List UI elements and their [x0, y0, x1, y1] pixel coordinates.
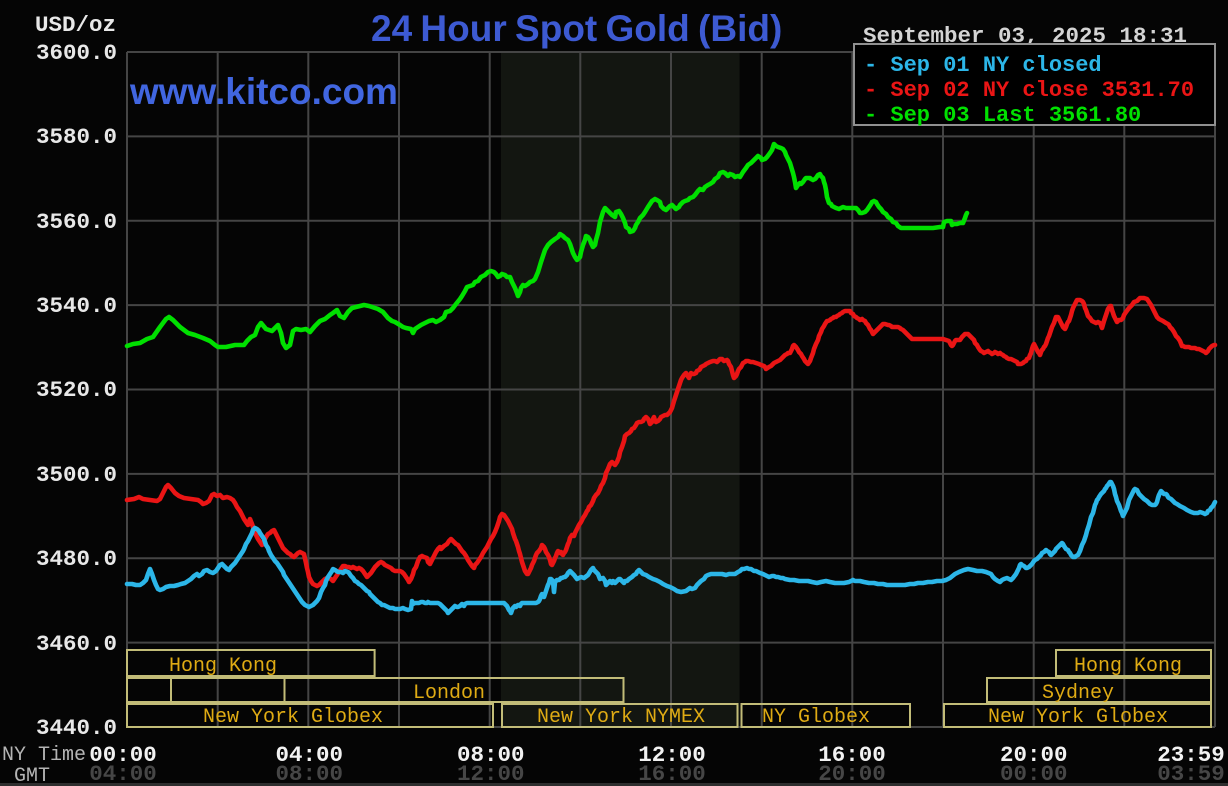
- svg-text:00:00: 00:00: [89, 742, 157, 768]
- svg-text:3520.0: 3520.0: [36, 377, 117, 403]
- svg-text:www.kitco.com: www.kitco.com: [129, 71, 398, 112]
- svg-text:3500.0: 3500.0: [36, 462, 117, 488]
- svg-text:20:00: 20:00: [1000, 742, 1068, 768]
- svg-text:16:00: 16:00: [818, 742, 886, 768]
- svg-text:NY Time: NY Time: [2, 744, 86, 767]
- svg-text:New York NYMEX: New York NYMEX: [537, 706, 705, 729]
- svg-text:23:59: 23:59: [1157, 742, 1225, 768]
- svg-text:3580.0: 3580.0: [36, 124, 117, 150]
- svg-text:New York Globex: New York Globex: [203, 706, 383, 729]
- svg-text:GMT: GMT: [14, 765, 50, 786]
- svg-text:00:00: 00:00: [1000, 761, 1068, 786]
- svg-text:3600.0: 3600.0: [36, 40, 117, 66]
- svg-text:24 Hour Spot Gold (Bid): 24 Hour Spot Gold (Bid): [371, 8, 782, 49]
- svg-text:Sydney: Sydney: [1042, 682, 1114, 705]
- svg-text:3440.0: 3440.0: [36, 715, 117, 741]
- svg-text:- Sep 03 Last 3561.80: - Sep 03 Last 3561.80: [864, 103, 1141, 128]
- svg-text:Hong Kong: Hong Kong: [169, 655, 277, 678]
- svg-text:12:00: 12:00: [457, 761, 525, 786]
- svg-text:Hong Kong: Hong Kong: [1074, 655, 1182, 678]
- svg-text:London: London: [413, 682, 485, 705]
- svg-text:04:00: 04:00: [89, 761, 157, 786]
- svg-text:3560.0: 3560.0: [36, 209, 117, 235]
- svg-text:16:00: 16:00: [638, 761, 706, 786]
- svg-text:New York Globex: New York Globex: [988, 706, 1168, 729]
- svg-text:- Sep 02 NY close 3531.70: - Sep 02 NY close 3531.70: [864, 78, 1194, 103]
- svg-text:3460.0: 3460.0: [36, 631, 117, 657]
- svg-text:- Sep 01 NY closed: - Sep 01 NY closed: [864, 53, 1102, 78]
- svg-text:NY Globex: NY Globex: [762, 706, 870, 729]
- svg-text:03:59: 03:59: [1157, 761, 1225, 786]
- svg-text:04:00: 04:00: [276, 742, 344, 768]
- svg-text:3540.0: 3540.0: [36, 293, 117, 319]
- svg-text:08:00: 08:00: [276, 761, 344, 786]
- svg-text:08:00: 08:00: [457, 742, 525, 768]
- svg-text:USD/oz: USD/oz: [35, 12, 116, 38]
- svg-text:20:00: 20:00: [818, 761, 886, 786]
- svg-text:3480.0: 3480.0: [36, 546, 117, 572]
- svg-text:12:00: 12:00: [638, 742, 706, 768]
